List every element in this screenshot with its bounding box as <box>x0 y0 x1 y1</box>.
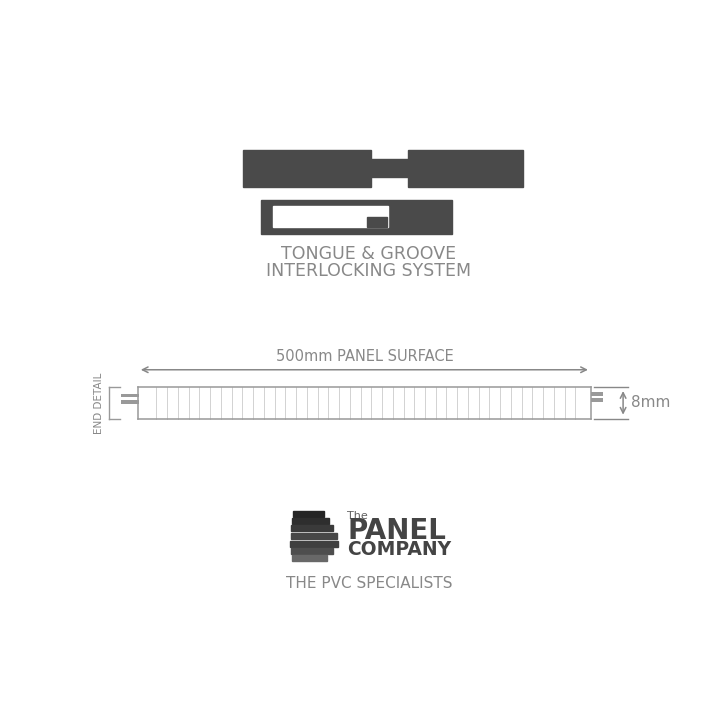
Text: TONGUE & GROOVE: TONGUE & GROOVE <box>282 246 456 264</box>
Bar <box>293 510 324 517</box>
Text: PANEL: PANEL <box>348 517 446 545</box>
Bar <box>292 526 333 531</box>
Bar <box>590 392 603 396</box>
Text: THE PVC SPECIALISTS: THE PVC SPECIALISTS <box>286 575 452 590</box>
Text: 8mm: 8mm <box>631 395 670 410</box>
Bar <box>291 533 337 539</box>
Bar <box>261 199 452 234</box>
Bar <box>121 394 139 397</box>
Bar <box>292 555 327 561</box>
Bar <box>590 398 603 402</box>
Text: INTERLOCKING SYSTEM: INTERLOCKING SYSTEM <box>266 262 472 280</box>
Bar <box>243 150 371 186</box>
Bar <box>292 549 333 554</box>
Text: COMPANY: COMPANY <box>348 540 451 559</box>
Bar <box>290 541 338 547</box>
Text: END DETAIL: END DETAIL <box>94 372 104 433</box>
Text: The: The <box>348 511 368 521</box>
Bar <box>273 206 388 228</box>
Bar <box>408 150 523 186</box>
Bar <box>364 159 410 177</box>
Bar <box>121 400 139 404</box>
Bar <box>366 217 387 228</box>
Bar <box>292 518 329 523</box>
Text: 500mm PANEL SURFACE: 500mm PANEL SURFACE <box>276 349 454 364</box>
